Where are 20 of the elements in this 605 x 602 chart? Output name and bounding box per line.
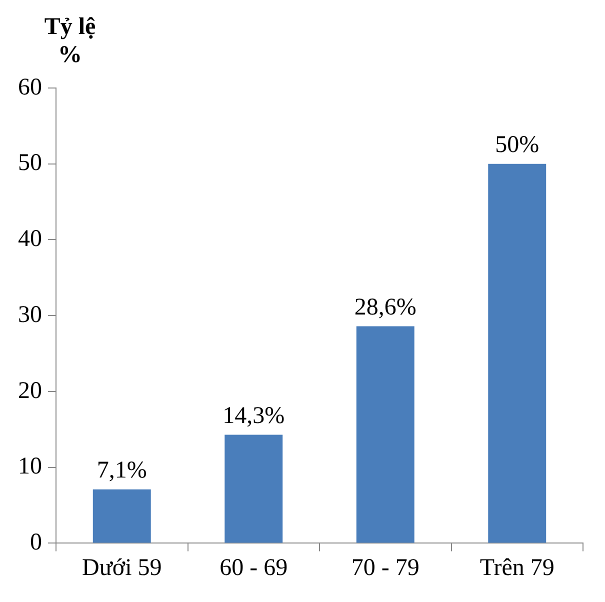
bar [92,489,151,543]
y-tick-label: 50 [18,150,42,176]
y-tick-label: 10 [18,454,42,480]
x-tick-label: Trên 79 [480,554,554,581]
x-tick-label: Dưới 59 [82,554,162,581]
bar [356,326,414,543]
y-axis-title: Tỷ lệ % [44,14,96,68]
data-label: 28,6% [354,294,416,321]
y-tick-label: 0 [30,529,42,556]
data-label: 50% [495,132,540,158]
y-tick-label: 20 [18,378,42,404]
data-label: 14,3% [222,403,285,430]
y-tick-label: 30 [18,302,42,328]
x-tick-label: 60 - 69 [220,554,288,581]
x-tick-label: 70 - 79 [351,554,420,581]
y-tick-label: 60 [18,74,42,100]
data-label: 7,1% [96,458,147,484]
bar [224,434,283,543]
y-tick-label: 40 [18,226,42,252]
bar [488,164,546,543]
